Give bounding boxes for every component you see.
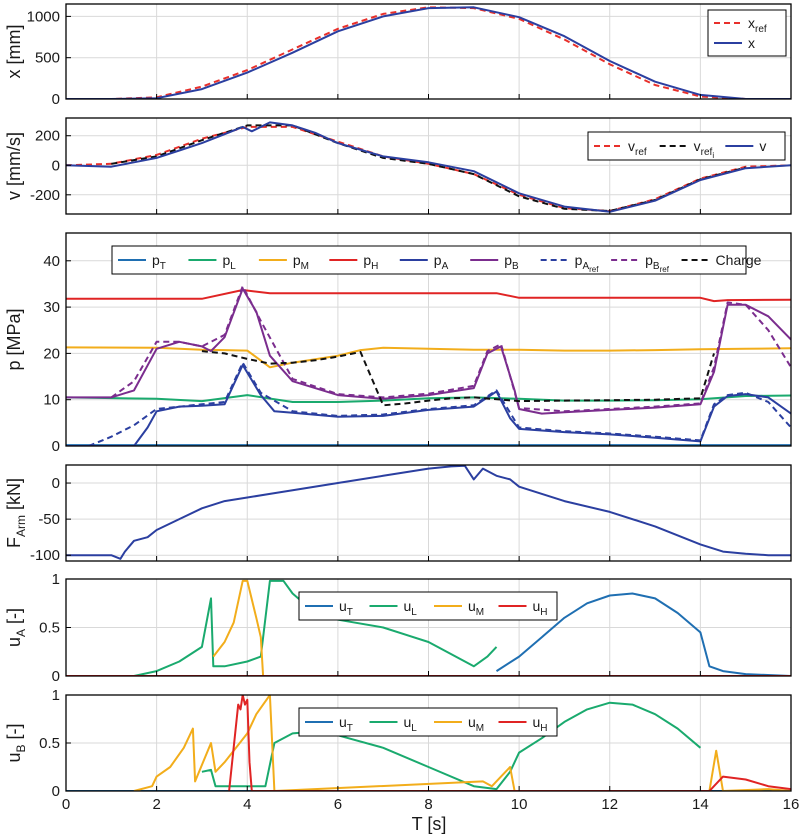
y-tick-label: 30 bbox=[43, 299, 60, 316]
y-tick-label: 1000 bbox=[27, 8, 60, 25]
y-axis-label: uA [-] bbox=[4, 608, 28, 647]
x-tick-label: 14 bbox=[692, 796, 709, 813]
legend-entry: uH bbox=[533, 598, 548, 618]
panel-3: 0 10 20 30 40 p [MPa] pT pL pM pH pA pB pAref pBref Ch… bbox=[4, 232, 792, 455]
legend-entry: uT bbox=[339, 598, 353, 618]
panel-5: 0 0.5 1 uA [-] uT uL uM uH bbox=[4, 571, 792, 685]
legend-entry: uT bbox=[339, 714, 353, 734]
legend: pT pL pM pH pA pB pAref pBref Charge bbox=[111, 245, 762, 275]
series-group bbox=[66, 121, 791, 213]
series-line-p_M bbox=[66, 346, 791, 369]
series-line-u_L bbox=[201, 701, 702, 791]
y-axis-label: p [MPa] bbox=[4, 308, 24, 370]
legend-entry: uL bbox=[404, 598, 418, 618]
legend: uT uL uM uH bbox=[298, 707, 558, 737]
legend: uT uL uM uH bbox=[298, 591, 558, 621]
series-group bbox=[66, 465, 791, 560]
y-tick-label: 20 bbox=[43, 345, 60, 362]
legend-entry: Charge bbox=[716, 252, 762, 268]
series-line-p_A bbox=[66, 364, 791, 446]
series-line-p_A_ref bbox=[88, 361, 791, 446]
y-axis-label: uB [-] bbox=[4, 723, 28, 762]
x-axis-label: T [s] bbox=[412, 814, 447, 834]
y-tick-label: 0 bbox=[52, 783, 60, 800]
y-tick-label: 200 bbox=[35, 128, 60, 145]
y-tick-label: 1 bbox=[52, 571, 60, 588]
x-tick-label: 10 bbox=[511, 796, 528, 813]
series-line-x bbox=[66, 6, 791, 99]
y-axis-label: x [mm] bbox=[4, 25, 24, 79]
legend-entry: x bbox=[748, 35, 755, 51]
series-line-Charge bbox=[201, 350, 715, 407]
y-tick-label: 0 bbox=[52, 438, 60, 455]
x-tick-label: 12 bbox=[601, 796, 618, 813]
legend-entry: pM bbox=[293, 252, 309, 272]
series-line-x_ref bbox=[66, 6, 791, 99]
y-tick-label: 1 bbox=[52, 687, 60, 704]
legend-entry: xref bbox=[748, 15, 767, 35]
legend-entry: uL bbox=[404, 714, 418, 734]
legend-entry: pH bbox=[363, 252, 378, 272]
series-line-v bbox=[66, 121, 791, 213]
series-line-F_Arm bbox=[66, 465, 791, 560]
legend: vref vrefi v bbox=[587, 131, 786, 161]
y-tick-label: -200 bbox=[30, 187, 60, 204]
panel-4: -100 -50 0 FArm [kN] bbox=[4, 464, 792, 564]
series-group bbox=[66, 695, 791, 791]
y-tick-label: 40 bbox=[43, 253, 60, 270]
y-tick-label: -100 bbox=[30, 547, 60, 564]
legend-entry: pA bbox=[434, 252, 449, 272]
series-line-u_L bbox=[111, 579, 498, 676]
y-tick-label: 0 bbox=[52, 475, 60, 492]
y-tick-label: 500 bbox=[35, 50, 60, 67]
series-group bbox=[66, 6, 791, 99]
legend-entry: pAref bbox=[575, 252, 600, 274]
series-line-p_B_ref bbox=[110, 285, 791, 413]
y-tick-label: 10 bbox=[43, 392, 60, 409]
legend-entry: uM bbox=[468, 714, 484, 734]
legend-entry: pBref bbox=[645, 252, 670, 274]
series-line-u_M bbox=[212, 579, 265, 676]
legend-entry: vrefi bbox=[694, 138, 715, 160]
legend-entry: uH bbox=[533, 714, 548, 734]
y-tick-label: 0.5 bbox=[39, 620, 60, 637]
series-line-u_H bbox=[228, 695, 791, 791]
y-tick-label: 0 bbox=[52, 157, 60, 174]
legend-entry: uM bbox=[468, 598, 484, 618]
y-tick-label: 0.5 bbox=[39, 735, 60, 752]
series-group bbox=[66, 579, 791, 676]
series-line-u_T bbox=[495, 592, 791, 676]
x-tick-label: 0 bbox=[62, 796, 70, 813]
legend-entry: pT bbox=[152, 252, 166, 272]
y-tick-label: 0 bbox=[52, 668, 60, 685]
y-tick-label: -50 bbox=[38, 511, 60, 528]
x-tick-label: 8 bbox=[424, 796, 432, 813]
x-tick-label: 16 bbox=[783, 796, 800, 813]
y-tick-label: 0 bbox=[52, 91, 60, 108]
y-axis-label: v [mm/s] bbox=[4, 132, 24, 200]
x-tick-label: 4 bbox=[243, 796, 251, 813]
x-tick-label: 6 bbox=[334, 796, 342, 813]
series-line-p_H bbox=[66, 289, 791, 303]
y-axis-label: FArm [kN] bbox=[4, 478, 28, 548]
panel-2: -200 0 200 v [mm/s] vref vrefi v bbox=[4, 117, 792, 215]
legend-box bbox=[707, 9, 787, 57]
x-tick-label: 2 bbox=[152, 796, 160, 813]
legend-entry: vref bbox=[628, 138, 647, 158]
series-group bbox=[66, 285, 791, 446]
legend-entry: pB bbox=[504, 252, 519, 272]
legend-box bbox=[111, 245, 747, 275]
legend-entry: pL bbox=[222, 252, 236, 272]
series-line-u_M bbox=[133, 695, 791, 791]
legend-entry: v bbox=[759, 138, 766, 154]
